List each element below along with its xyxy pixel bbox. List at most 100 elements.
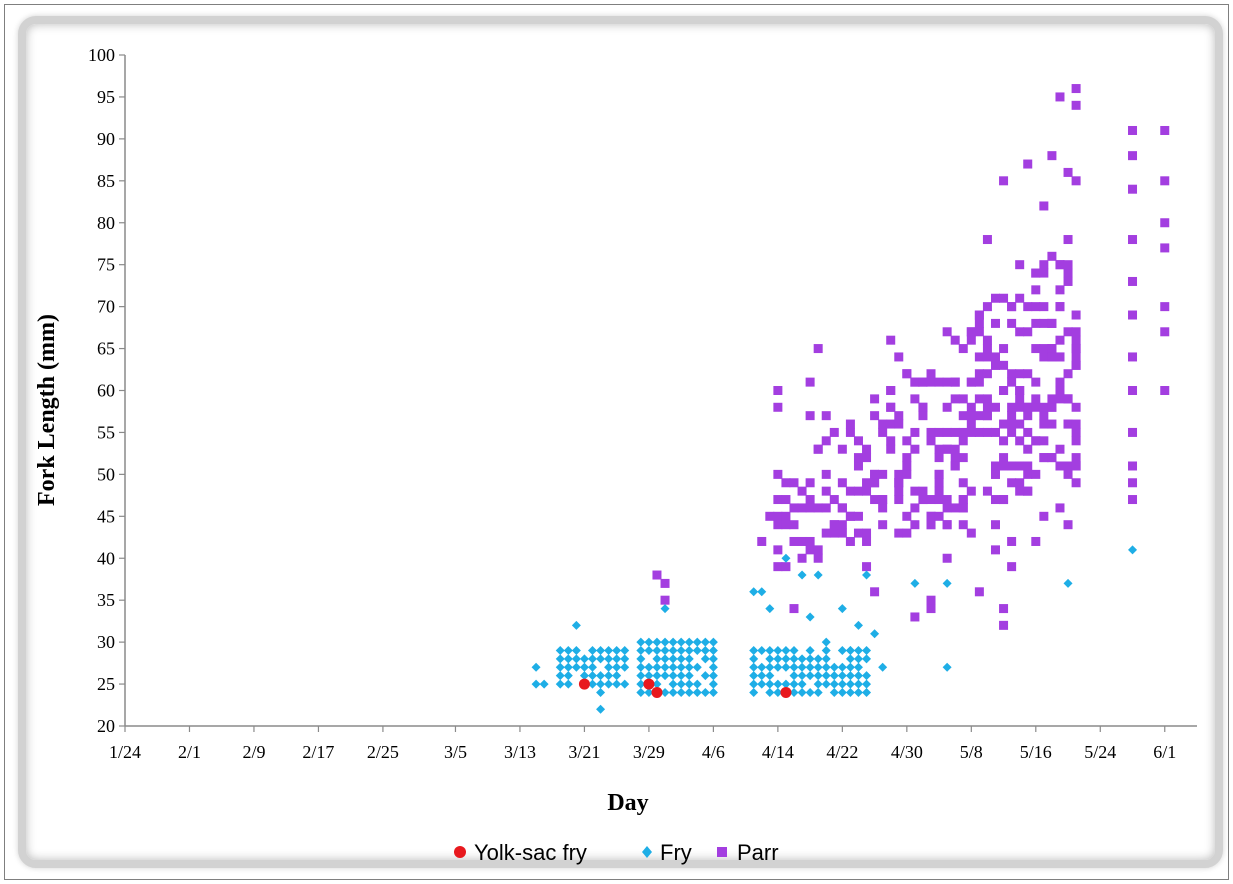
parr-point xyxy=(950,427,960,437)
parr-point xyxy=(902,511,912,521)
fry-point xyxy=(1063,578,1073,588)
parr-point xyxy=(1071,453,1081,463)
fry-point xyxy=(845,679,855,689)
fry-point xyxy=(708,662,718,672)
parr-point xyxy=(1015,419,1025,429)
parr-point xyxy=(773,562,783,572)
parr-point xyxy=(1007,377,1017,387)
parr-point xyxy=(1047,344,1057,354)
y-tick-label: 40 xyxy=(97,548,115,568)
parr-point xyxy=(1039,402,1049,412)
parr-point xyxy=(821,469,831,479)
fry-point xyxy=(700,646,710,656)
fry-point xyxy=(845,646,855,656)
fry-point xyxy=(862,570,872,580)
fry-point xyxy=(862,646,872,656)
fry-point xyxy=(636,662,646,672)
fry-point xyxy=(853,662,863,672)
parr-point xyxy=(870,394,880,404)
fry-point xyxy=(942,662,952,672)
parr-point xyxy=(862,478,872,488)
fry-point xyxy=(596,679,606,689)
parr-point xyxy=(1063,235,1073,245)
fry-point xyxy=(676,671,686,681)
fry-point xyxy=(612,662,622,672)
parr-point xyxy=(982,486,992,496)
parr-point xyxy=(958,478,968,488)
parr-point xyxy=(862,528,872,538)
parr-point xyxy=(853,511,863,521)
parr-point xyxy=(797,486,807,496)
parr-point xyxy=(1128,352,1138,362)
parr-point xyxy=(1071,335,1081,345)
fry-point xyxy=(636,646,646,656)
parr-point xyxy=(990,469,1000,479)
fry-point xyxy=(837,679,847,689)
fry-point xyxy=(652,679,662,689)
parr-point xyxy=(1055,302,1065,312)
parr-point xyxy=(757,536,767,546)
fry-point xyxy=(757,646,767,656)
fry-point xyxy=(797,662,807,672)
parr-point xyxy=(813,545,823,555)
parr-point xyxy=(837,478,847,488)
y-tick-label: 80 xyxy=(97,213,115,233)
fry-point xyxy=(555,662,565,672)
parr-point xyxy=(829,495,839,505)
fry-point xyxy=(684,637,694,647)
parr-point xyxy=(999,344,1009,354)
fry-point xyxy=(620,654,630,664)
x-tick-label: 4/30 xyxy=(891,742,923,762)
parr-point xyxy=(1015,478,1025,488)
fry-point xyxy=(571,646,581,656)
fry-point xyxy=(668,662,678,672)
parr-point xyxy=(910,427,920,437)
fry-point xyxy=(700,637,710,647)
parr-point xyxy=(845,536,855,546)
parr-point xyxy=(1015,293,1025,303)
fry-point xyxy=(604,662,614,672)
fry-point xyxy=(749,587,759,597)
fry-point xyxy=(813,662,823,672)
y-tick-label: 65 xyxy=(97,339,115,359)
parr-point xyxy=(1031,469,1041,479)
fry-point xyxy=(596,704,606,714)
parr-point xyxy=(1007,427,1017,437)
parr-point xyxy=(765,511,775,521)
parr-point xyxy=(999,436,1009,446)
x-tick-label: 3/5 xyxy=(444,742,467,762)
parr-point xyxy=(918,411,928,421)
parr-point xyxy=(1039,419,1049,429)
parr-point xyxy=(982,402,992,412)
parr-point xyxy=(1031,318,1041,328)
fry-point xyxy=(676,637,686,647)
fry-point xyxy=(668,637,678,647)
parr-point xyxy=(1031,302,1041,312)
fry-point xyxy=(837,646,847,656)
parr-point xyxy=(1023,411,1033,421)
parr-point xyxy=(1160,386,1170,395)
parr-point xyxy=(894,419,904,429)
parr-point xyxy=(926,520,936,530)
parr-point xyxy=(910,520,920,530)
parr-point xyxy=(950,394,960,404)
parr-point xyxy=(773,469,783,479)
parr-point xyxy=(1031,377,1041,387)
fry-point xyxy=(692,662,702,672)
parr-point xyxy=(821,528,831,538)
fry-point xyxy=(829,679,839,689)
fry-point xyxy=(660,604,670,614)
parr-point xyxy=(870,478,880,488)
fry-point xyxy=(644,671,654,681)
parr-point xyxy=(1047,394,1057,404)
fry-point xyxy=(676,679,686,689)
parr-point xyxy=(821,436,831,446)
parr-point xyxy=(974,352,984,362)
parr-point xyxy=(870,495,880,505)
parr-point xyxy=(934,444,944,454)
parr-point xyxy=(1128,235,1138,245)
fry-point xyxy=(660,671,670,681)
parr-point xyxy=(1055,352,1065,362)
parr-point xyxy=(1039,201,1049,211)
parr-point xyxy=(781,562,791,572)
